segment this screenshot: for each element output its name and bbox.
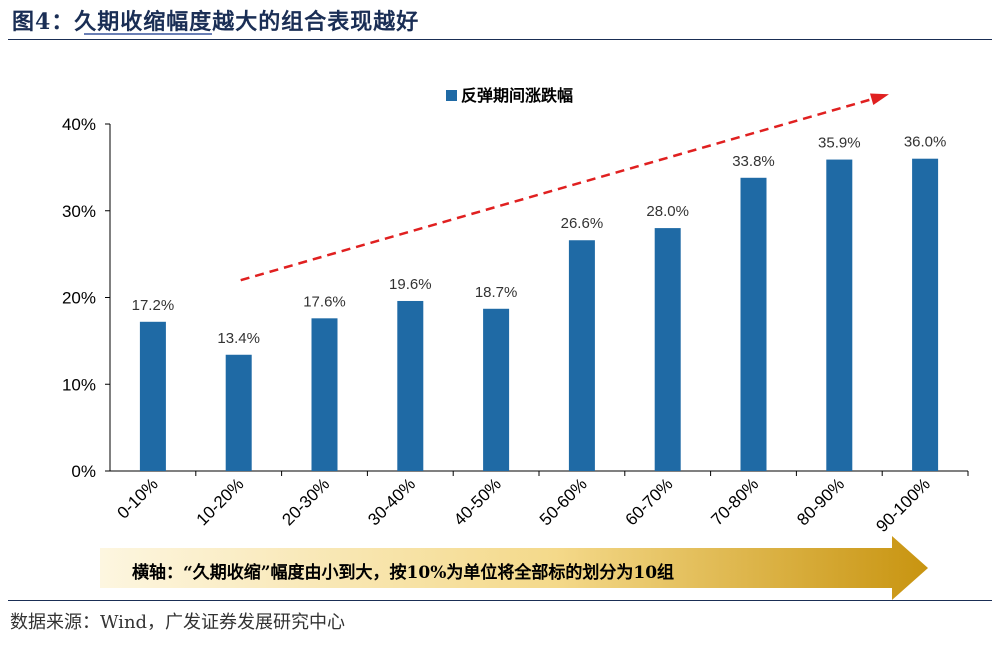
bar bbox=[912, 158, 939, 471]
data-label: 13.4% bbox=[217, 330, 260, 347]
data-label: 33.8% bbox=[732, 153, 775, 170]
trend-arrow bbox=[240, 93, 889, 282]
data-label: 18.7% bbox=[475, 284, 518, 301]
bar bbox=[397, 300, 424, 471]
bar bbox=[483, 308, 510, 471]
x-tick-label: 90-100% bbox=[872, 474, 934, 536]
x-tick-label: 30-40% bbox=[364, 474, 419, 529]
data-label: 36.0% bbox=[904, 134, 947, 151]
data-label: 17.6% bbox=[303, 293, 346, 310]
x-axis-note-arrow bbox=[100, 536, 928, 600]
x-tick-label: 70-80% bbox=[707, 474, 762, 529]
x-tick-label: 80-90% bbox=[793, 474, 848, 529]
chart-legend: 反弹期间涨跌幅 bbox=[446, 86, 573, 105]
bar bbox=[311, 318, 338, 471]
x-axis-note: 横轴：“久期收缩”幅度由小到大，按10%为单位将全部标的划分为10组 bbox=[132, 563, 675, 583]
bar bbox=[654, 228, 681, 471]
y-tick-label: 30% bbox=[62, 202, 96, 221]
data-label: 26.6% bbox=[561, 215, 604, 232]
data-label: 28.0% bbox=[646, 203, 689, 220]
source-note: 数据来源：Wind，广发证券发展研究中心 bbox=[10, 612, 346, 633]
x-tick-label: 40-50% bbox=[450, 474, 505, 529]
legend-label: 反弹期间涨跌幅 bbox=[461, 86, 573, 105]
chart-bars bbox=[139, 158, 939, 471]
trend-arrow-head bbox=[869, 93, 889, 105]
x-tick-label: 0-10% bbox=[114, 474, 162, 522]
data-label: 35.9% bbox=[818, 135, 861, 152]
legend-swatch bbox=[446, 90, 457, 101]
y-tick-label: 0% bbox=[71, 462, 96, 481]
figure-title: 图4：久期收缩幅度越大的组合表现越好 bbox=[12, 9, 420, 35]
chart-axes bbox=[105, 123, 969, 476]
title-bar: 图4：久期收缩幅度越大的组合表现越好 bbox=[0, 0, 1000, 40]
x-tick-label: 20-30% bbox=[278, 474, 333, 529]
bar bbox=[568, 240, 595, 471]
bar-chart: 17.2% 13.4% 17.6% 19.6% 18.7% 26.6% 28.0% 33.8%… bbox=[62, 86, 969, 536]
y-tick-label: 40% bbox=[62, 115, 96, 134]
data-label: 19.6% bbox=[389, 276, 432, 293]
y-tick-label: 10% bbox=[62, 375, 96, 394]
title-divider bbox=[8, 39, 992, 40]
source-divider bbox=[8, 600, 992, 601]
y-tick-label: 20% bbox=[62, 289, 96, 308]
x-tick-label: 50-60% bbox=[536, 474, 591, 529]
x-tick-label: 10-20% bbox=[193, 474, 248, 529]
bar bbox=[740, 177, 767, 471]
x-tick-label: 60-70% bbox=[622, 474, 677, 529]
trend-arrow-line bbox=[240, 94, 886, 282]
bar bbox=[139, 321, 166, 471]
chart-data-labels: 17.2% 13.4% 17.6% 19.6% 18.7% 26.6% 28.0% 33.8%… bbox=[132, 134, 947, 347]
title-underline bbox=[84, 33, 212, 35]
bar bbox=[225, 354, 252, 471]
bar bbox=[826, 159, 853, 471]
data-label: 17.2% bbox=[132, 297, 175, 314]
